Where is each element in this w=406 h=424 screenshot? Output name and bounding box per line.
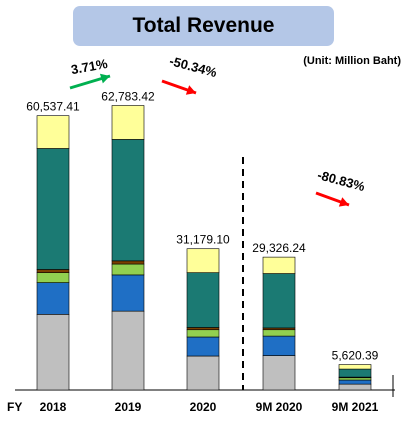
bar-segment-4-1: [338, 379, 372, 385]
bar-segment-4-0: [338, 383, 372, 391]
category-label-1: 2019: [115, 400, 142, 414]
bar-segment-3-5: [262, 256, 296, 274]
axis-prefix-label: FY: [7, 400, 22, 414]
bar-segment-1-2: [111, 263, 145, 276]
change-label-0: 3.71%: [70, 56, 109, 77]
change-arrow-head-2: [338, 197, 349, 207]
category-label-0: 2018: [40, 400, 67, 414]
bar-segment-0-5: [36, 115, 70, 149]
bar-segment-3-2: [262, 329, 296, 337]
bar-segment-4-5: [338, 364, 372, 370]
bar-segment-1-3: [111, 260, 145, 265]
bar-segment-2-2: [186, 329, 220, 338]
bar-segment-3-4: [262, 273, 296, 329]
bar-segment-3-1: [262, 335, 296, 356]
total-label-0: 60,537.41: [26, 100, 80, 114]
bar-segment-4-2: [338, 377, 372, 381]
bar-segment-1-5: [111, 105, 145, 140]
change-label-1: -50.34%: [168, 53, 219, 80]
bar-segment-4-4: [338, 368, 372, 378]
change-label-2: -80.83%: [316, 167, 367, 194]
bar-segment-0-3: [36, 269, 70, 273]
bar-segment-1-4: [111, 139, 145, 262]
category-label-2: 2020: [190, 400, 217, 414]
bar-segment-2-0: [186, 355, 220, 391]
bar-segment-2-4: [186, 272, 220, 328]
bar-segment-0-4: [36, 148, 70, 270]
bar-segment-0-0: [36, 314, 70, 391]
bar-segment-2-1: [186, 336, 220, 357]
total-label-1: 62,783.42: [101, 90, 155, 104]
chart-title: Total Revenue: [73, 6, 334, 46]
bar-segment-1-1: [111, 274, 145, 312]
bar-segment-0-2: [36, 272, 70, 283]
total-label-4: 5,620.39: [332, 349, 379, 363]
total-label-3: 29,326.24: [252, 241, 306, 255]
bar-segment-1-0: [111, 310, 145, 391]
total-label-2: 31,179.10: [176, 233, 230, 247]
bar-segment-2-3: [186, 327, 220, 331]
bar-segment-3-0: [262, 355, 296, 391]
change-arrow-head-1: [185, 85, 196, 95]
bar-segment-0-1: [36, 282, 70, 315]
change-arrow-head-0: [99, 73, 110, 84]
bar-segment-2-5: [186, 248, 220, 273]
unit-label: (Unit: Million Baht): [303, 55, 401, 67]
category-label-4: 9M 2021: [332, 400, 379, 414]
category-label-3: 9M 2020: [256, 400, 303, 414]
